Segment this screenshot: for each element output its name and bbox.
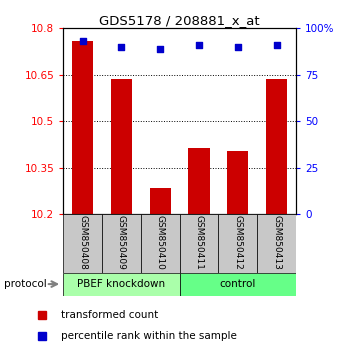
Text: protocol: protocol xyxy=(4,279,46,289)
Bar xyxy=(72,41,93,214)
Bar xyxy=(266,79,287,214)
Text: GSM850413: GSM850413 xyxy=(272,215,281,270)
Point xyxy=(118,44,124,50)
Bar xyxy=(188,148,210,214)
Text: GSM850409: GSM850409 xyxy=(117,215,126,270)
Point xyxy=(274,42,279,48)
Bar xyxy=(141,214,180,273)
Text: percentile rank within the sample: percentile rank within the sample xyxy=(61,331,237,341)
Point xyxy=(196,42,202,48)
Bar xyxy=(111,79,132,214)
Bar xyxy=(180,273,296,296)
Title: GDS5178 / 208881_x_at: GDS5178 / 208881_x_at xyxy=(99,14,260,27)
Point xyxy=(80,39,86,44)
Text: PBEF knockdown: PBEF knockdown xyxy=(77,279,165,289)
Text: GSM850411: GSM850411 xyxy=(195,215,204,270)
Text: transformed count: transformed count xyxy=(61,309,158,320)
Text: GSM850410: GSM850410 xyxy=(156,215,165,270)
Bar xyxy=(227,151,248,214)
Point xyxy=(235,44,241,50)
Point xyxy=(157,46,163,52)
Bar xyxy=(218,214,257,273)
Bar xyxy=(180,214,218,273)
Bar xyxy=(102,214,141,273)
Bar xyxy=(63,273,180,296)
Text: control: control xyxy=(219,279,256,289)
Bar xyxy=(149,188,171,214)
Text: GSM850408: GSM850408 xyxy=(78,215,87,270)
Bar xyxy=(63,214,102,273)
Text: GSM850412: GSM850412 xyxy=(233,215,242,270)
Bar xyxy=(257,214,296,273)
